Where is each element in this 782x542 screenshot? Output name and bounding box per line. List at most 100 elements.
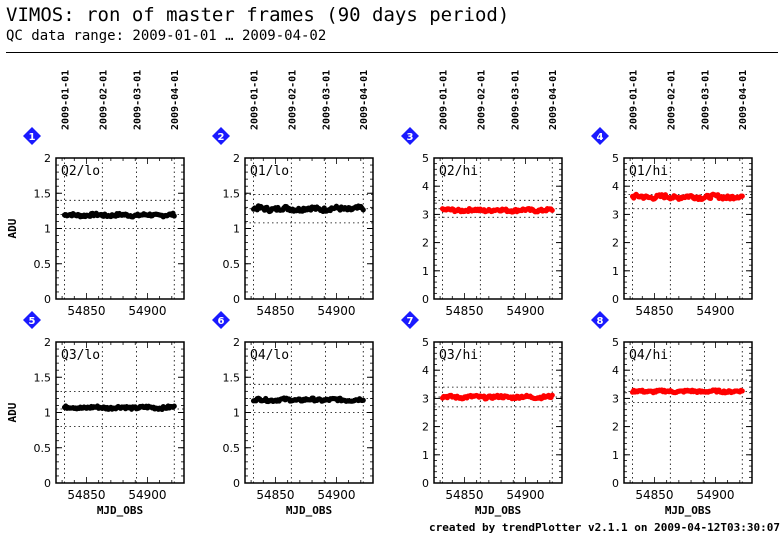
y-tick-label: 3 (612, 208, 619, 221)
y-tick-label: 0 (612, 293, 619, 306)
y-tick-label: 3 (612, 392, 619, 405)
data-point (360, 397, 366, 403)
plot-frame (433, 341, 563, 484)
plot-frame (623, 157, 753, 300)
y-tick-label: 1.5 (223, 187, 241, 200)
data-point (171, 213, 177, 219)
y-tick-label: 2 (233, 336, 240, 349)
page-subtitle: QC data range: 2009-01-01 … 2009-04-02 (6, 28, 327, 44)
panel-badge-number: 5 (29, 316, 36, 327)
date-tick-label: 2009-02-01 (476, 70, 487, 130)
x-tick-label: 54850 (635, 488, 673, 502)
date-tick-label: 2009-02-01 (666, 70, 677, 130)
panel-badge-icon (212, 127, 230, 145)
panel-8: 0 1 2 3 4 5 54850 54900 Q4/hi 8 MJD_OBS (591, 311, 753, 517)
y-tick-label: 1 (612, 449, 619, 462)
date-tick-label: 2009-02-01 (287, 70, 298, 130)
y-tick-label: 1 (422, 449, 429, 462)
date-tick-label: 2009-03-01 (132, 70, 143, 130)
y-tick-label: 2 (44, 152, 51, 165)
y-tick-label: 0 (612, 477, 619, 490)
panel-badge-icon (23, 127, 41, 145)
y-tick-label: 3 (422, 392, 429, 405)
date-tick-label: 2009-03-01 (700, 70, 711, 130)
y-tick-label: 1 (44, 223, 51, 236)
y-tick-label: 1.5 (34, 371, 52, 384)
x-tick-label: 54850 (635, 304, 673, 318)
panel-1: 0 0.5 1 1.5 2 54850 54900 Q2/lo 1 ADU 2009-01-01 20… (6, 70, 185, 318)
x-axis-label: MJD_OBS (475, 504, 521, 517)
x-tick-label: 54900 (317, 488, 355, 502)
panel-badge-number: 2 (218, 132, 225, 143)
x-tick-label: 54900 (128, 488, 166, 502)
panel-badge-icon (23, 311, 41, 329)
y-tick-label: 0.5 (223, 442, 241, 455)
plot-frame (55, 341, 185, 484)
title-divider (6, 52, 778, 53)
data-point (549, 392, 555, 398)
y-tick-label: 4 (612, 180, 619, 193)
panel-badge-number: 3 (407, 132, 414, 143)
data-point (171, 403, 177, 409)
panel-6: 0 0.5 1 1.5 2 54850 54900 Q4/lo 6 MJD_OBS (212, 311, 374, 517)
y-tick-label: 4 (612, 364, 619, 377)
panel-badge-number: 7 (407, 316, 414, 327)
y-tick-label: 1 (233, 407, 240, 420)
y-tick-label: 1 (422, 265, 429, 278)
date-tick-label: 2009-03-01 (510, 70, 521, 130)
y-tick-label: 2 (612, 237, 619, 250)
panel-label: Q1/lo (250, 164, 289, 179)
panel-label: Q4/hi (629, 348, 668, 363)
panel-badge-icon (591, 311, 609, 329)
date-tick-label: 2009-04-01 (548, 70, 559, 130)
x-axis-label: MJD_OBS (665, 504, 711, 517)
y-tick-label: 1 (44, 407, 51, 420)
data-point (739, 193, 745, 199)
y-axis-label: ADU (6, 218, 19, 238)
date-tick-label: 2009-03-01 (321, 70, 332, 130)
y-tick-label: 5 (422, 336, 429, 349)
plot-frame (623, 341, 753, 484)
date-tick-label: 2009-01-01 (629, 70, 640, 130)
x-tick-label: 54850 (445, 304, 483, 318)
y-tick-label: 0 (44, 477, 51, 490)
data-point (360, 207, 366, 213)
footer-credit: created by trendPlotter v2.1.1 on 2009-0… (429, 521, 780, 534)
data-point (549, 207, 555, 213)
x-tick-label: 54900 (696, 488, 734, 502)
panel-5: 0 0.5 1 1.5 2 54850 54900 Q3/lo 5 ADU MJD_OBS (6, 311, 185, 517)
y-tick-label: 1 (612, 265, 619, 278)
date-tick-label: 2009-01-01 (439, 70, 450, 130)
x-tick-label: 54850 (256, 304, 294, 318)
panel-7: 0 1 2 3 4 5 54850 54900 Q3/hi 7 MJD_OBS (401, 311, 563, 517)
y-tick-label: 5 (612, 336, 619, 349)
plot-frame (433, 157, 563, 300)
x-tick-label: 54900 (506, 304, 544, 318)
date-tick-label: 2009-04-01 (170, 70, 181, 130)
panel-badge-number: 1 (29, 132, 36, 143)
x-tick-label: 54850 (67, 304, 105, 318)
y-tick-label: 5 (612, 152, 619, 165)
date-tick-label: 2009-01-01 (61, 70, 72, 130)
y-tick-label: 1.5 (223, 371, 241, 384)
panel-label: Q3/lo (61, 348, 100, 363)
plot-frame (244, 157, 374, 300)
date-tick-label: 2009-01-01 (250, 70, 261, 130)
panel-label: Q4/lo (250, 348, 289, 363)
y-tick-label: 0.5 (223, 258, 241, 271)
panel-badge-icon (401, 311, 419, 329)
y-tick-label: 0 (233, 293, 240, 306)
page-title: VIMOS: ron of master frames (90 days per… (6, 4, 510, 26)
y-tick-label: 1 (233, 223, 240, 236)
date-tick-label: 2009-04-01 (359, 70, 370, 130)
panel-badge-icon (591, 127, 609, 145)
x-axis-label: MJD_OBS (286, 504, 332, 517)
date-tick-label: 2009-04-01 (738, 70, 749, 130)
panel-badge-icon (212, 311, 230, 329)
y-tick-label: 3 (422, 208, 429, 221)
panel-label: Q3/hi (439, 348, 478, 363)
panel-label: Q2/hi (439, 164, 478, 179)
y-tick-label: 0.5 (34, 442, 52, 455)
y-tick-label: 2 (422, 237, 429, 250)
